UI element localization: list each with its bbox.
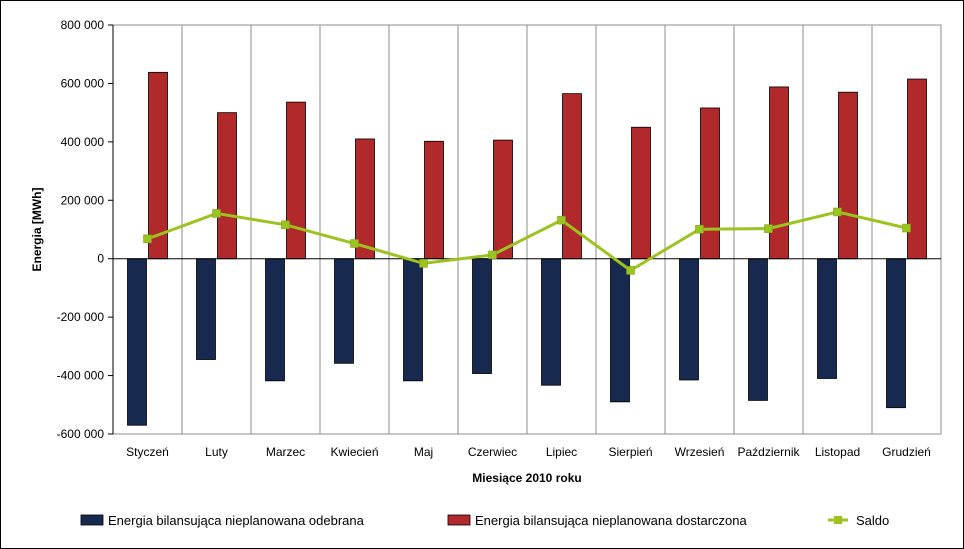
bar-dostarczona xyxy=(769,86,789,260)
saldo-marker xyxy=(557,215,566,225)
bar-dostarczona xyxy=(217,112,237,260)
x-tick-label: Październik xyxy=(737,445,800,459)
x-tick-label: Styczeń xyxy=(126,445,169,459)
bar-dostarczona xyxy=(148,71,168,260)
bar-odebrana xyxy=(403,258,423,382)
legend-swatch-marker xyxy=(834,516,842,524)
saldo-marker xyxy=(212,209,221,218)
bar-dostarczona xyxy=(286,101,306,260)
legend: Energia bilansująca nieplanowana odebran… xyxy=(80,513,889,528)
saldo-marker xyxy=(350,239,359,248)
bar-odebrana xyxy=(472,258,492,374)
y-tick-label: -400 000 xyxy=(57,369,105,383)
legend-label: Saldo xyxy=(856,513,889,528)
bar-odebrana xyxy=(334,258,354,364)
bar-dostarczona xyxy=(700,107,720,260)
x-tick-label: Kwiecień xyxy=(330,445,378,459)
y-axis-title: Energia [MWh] xyxy=(30,188,44,272)
x-tick-label: Grudzień xyxy=(882,445,931,459)
gridlines xyxy=(181,25,873,434)
bar-odebrana xyxy=(679,258,699,381)
saldo-marker xyxy=(764,224,773,233)
bar-odebrana xyxy=(748,258,768,401)
x-tick-label: Lipiec xyxy=(546,445,577,459)
saldo-marker xyxy=(626,266,635,275)
y-tick-label: -200 000 xyxy=(57,310,105,324)
x-tick-label: Luty xyxy=(205,445,228,459)
x-tick-label: Sierpień xyxy=(608,445,652,459)
bar-dostarczona xyxy=(631,126,651,260)
y-tick-label: 0 xyxy=(97,252,104,266)
bar-odebrana xyxy=(127,258,147,426)
y-tick-label: 600 000 xyxy=(61,76,105,90)
legend-swatch xyxy=(447,514,471,526)
bar-dostarczona xyxy=(493,139,513,260)
bar-odebrana xyxy=(541,258,561,386)
bar-odebrana xyxy=(196,258,216,360)
bar-odebrana xyxy=(610,258,630,403)
x-tick-label: Czerwiec xyxy=(468,445,517,459)
bar-odebrana xyxy=(265,258,285,382)
legend-label: Energia bilansująca nieplanowana dostarc… xyxy=(475,513,748,528)
y-tick-label: 400 000 xyxy=(61,135,105,149)
bar-odebrana xyxy=(886,258,906,409)
y-tick-label: 200 000 xyxy=(61,193,105,207)
bars xyxy=(127,71,927,426)
saldo-marker xyxy=(833,207,842,217)
saldo-line-path xyxy=(146,210,907,273)
saldo-line xyxy=(143,207,911,275)
legend-label: Energia bilansująca nieplanowana odebran… xyxy=(108,513,365,528)
bar-dostarczona xyxy=(424,140,444,260)
x-tick-label: Marzec xyxy=(266,445,305,459)
tick-labels: 800 000 600 000 400 000 200 000 0 -200 000 -40… xyxy=(57,18,931,459)
saldo-marker xyxy=(281,220,290,230)
legend-swatch xyxy=(80,514,104,526)
bar-dostarczona xyxy=(838,91,858,260)
y-tick-label: -600 000 xyxy=(57,427,105,441)
axes xyxy=(108,24,942,435)
saldo-marker xyxy=(488,250,497,260)
bar-odebrana xyxy=(817,258,837,379)
x-tick-label: Listopad xyxy=(815,445,860,459)
saldo-marker xyxy=(419,259,428,268)
x-tick-label: Maj xyxy=(414,445,433,459)
saldo-marker xyxy=(695,224,704,234)
saldo-marker xyxy=(902,223,911,233)
saldo-marker xyxy=(143,234,152,244)
x-tick-label: Wrzesień xyxy=(675,445,725,459)
y-tick-label: 800 000 xyxy=(61,18,105,32)
x-axis-title: Miesiące 2010 roku xyxy=(472,471,581,485)
